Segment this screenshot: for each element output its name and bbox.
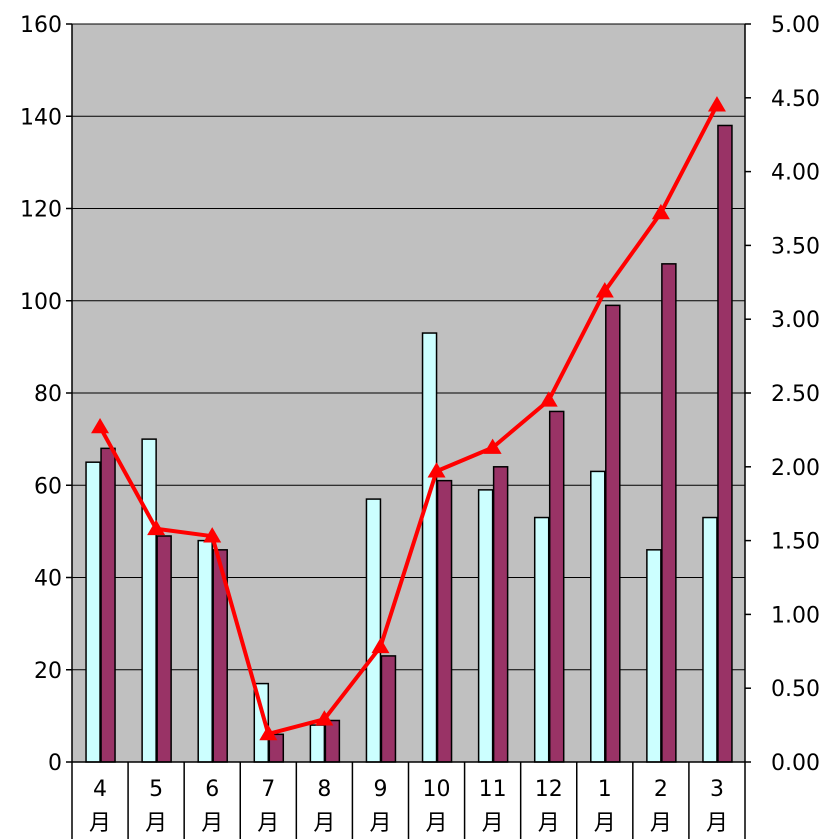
category-label-unit: 月: [369, 811, 391, 836]
bar: [661, 263, 677, 763]
bar: [365, 498, 382, 763]
category-label-number: 10: [423, 777, 451, 802]
category-label-number: 4: [93, 777, 107, 802]
right-tick-label: 4.50: [771, 87, 819, 112]
category-label-unit: 月: [145, 811, 167, 836]
category-label-unit: 月: [706, 811, 728, 836]
category-label-number: 12: [535, 777, 563, 802]
bar: [141, 438, 157, 763]
right-tick-label: 0.00: [771, 751, 819, 776]
right-tick-label: 1.00: [771, 603, 819, 628]
bar: [717, 124, 733, 763]
category-label: 10 月: [423, 777, 451, 836]
left-axis-tick-labels: 0 20 40 60 80 100 120 140 160: [20, 13, 62, 776]
line-marker: [147, 519, 166, 536]
bar: [421, 332, 438, 763]
bar: [548, 410, 565, 763]
left-tick-label: 140: [20, 105, 62, 130]
right-tick-label: 1.50: [771, 530, 819, 555]
bar: [156, 535, 172, 763]
bar: [85, 461, 101, 763]
category-label-number: 3: [710, 777, 724, 802]
axes: [66, 23, 751, 839]
category-label-number: 11: [479, 777, 507, 802]
category-label-unit: 月: [257, 811, 279, 836]
line-marker: [707, 96, 726, 112]
category-label-number: 8: [317, 777, 331, 802]
bar: [380, 655, 397, 763]
category-label-unit: 月: [650, 811, 672, 836]
bar: [100, 447, 116, 763]
line-marker: [427, 462, 446, 478]
category-label-unit: 月: [89, 811, 111, 836]
right-tick-label: 4.00: [771, 161, 819, 186]
bar: [590, 470, 606, 763]
category-label-unit: 月: [594, 811, 616, 836]
line-marker: [651, 203, 670, 220]
left-tick-label: 40: [34, 567, 62, 592]
category-label-number: 2: [654, 777, 668, 802]
bar: [702, 516, 718, 763]
category-label-number: 9: [373, 777, 387, 802]
line-marker: [371, 637, 390, 654]
left-tick-label: 100: [20, 290, 62, 315]
right-tick-label: 2.50: [771, 382, 819, 407]
left-tick-label: 80: [34, 382, 62, 407]
category-label-number: 6: [205, 777, 219, 802]
right-axis-tick-labels: 0.00 0.50 1.00 1.50 2.00 2.50 3.00 3.50 4.00 4.50…: [771, 13, 819, 776]
series-line: [98, 104, 719, 736]
category-label-unit: 月: [482, 811, 504, 836]
bar: [605, 304, 621, 763]
line-marker: [595, 282, 614, 298]
bar: [477, 489, 494, 763]
category-label: 11 月: [479, 777, 507, 836]
category-label: 12 月: [535, 777, 563, 836]
right-tick-label: 3.50: [771, 234, 819, 259]
line-marker: [483, 438, 502, 454]
category-label-unit: 月: [201, 811, 223, 836]
line-series: [91, 96, 726, 741]
right-tick-label: 0.50: [771, 677, 819, 702]
right-tick-label: 3.00: [771, 308, 819, 333]
category-axis-labels: 4 月5 月6 月7 月8 月9 月10 月11 月12 月1 月2 月3 月: [89, 777, 728, 836]
left-tick-label: 20: [34, 659, 62, 684]
bar: [197, 539, 213, 763]
line-marker: [539, 391, 558, 407]
category-label-number: 5: [149, 777, 163, 802]
bar: [646, 549, 662, 763]
left-tick-label: 120: [20, 198, 62, 223]
category-label-unit: 月: [538, 811, 560, 836]
category-label-number: 1: [598, 777, 612, 802]
bar: [492, 466, 509, 763]
left-tick-label: 0: [48, 751, 62, 776]
bar: [324, 719, 341, 763]
line-marker: [259, 724, 278, 741]
category-label-unit: 月: [426, 811, 448, 836]
line-marker: [203, 527, 222, 543]
category-label-unit: 月: [313, 811, 335, 836]
right-tick-label: 5.00: [771, 13, 819, 38]
bar: [309, 724, 326, 763]
bar: [533, 516, 550, 763]
category-label-number: 7: [261, 777, 275, 802]
line-marker: [315, 710, 334, 726]
left-tick-label: 60: [34, 474, 62, 499]
bar: [436, 479, 453, 763]
right-tick-label: 2.00: [771, 456, 819, 481]
left-tick-label: 160: [20, 13, 62, 38]
line-marker: [91, 417, 110, 434]
